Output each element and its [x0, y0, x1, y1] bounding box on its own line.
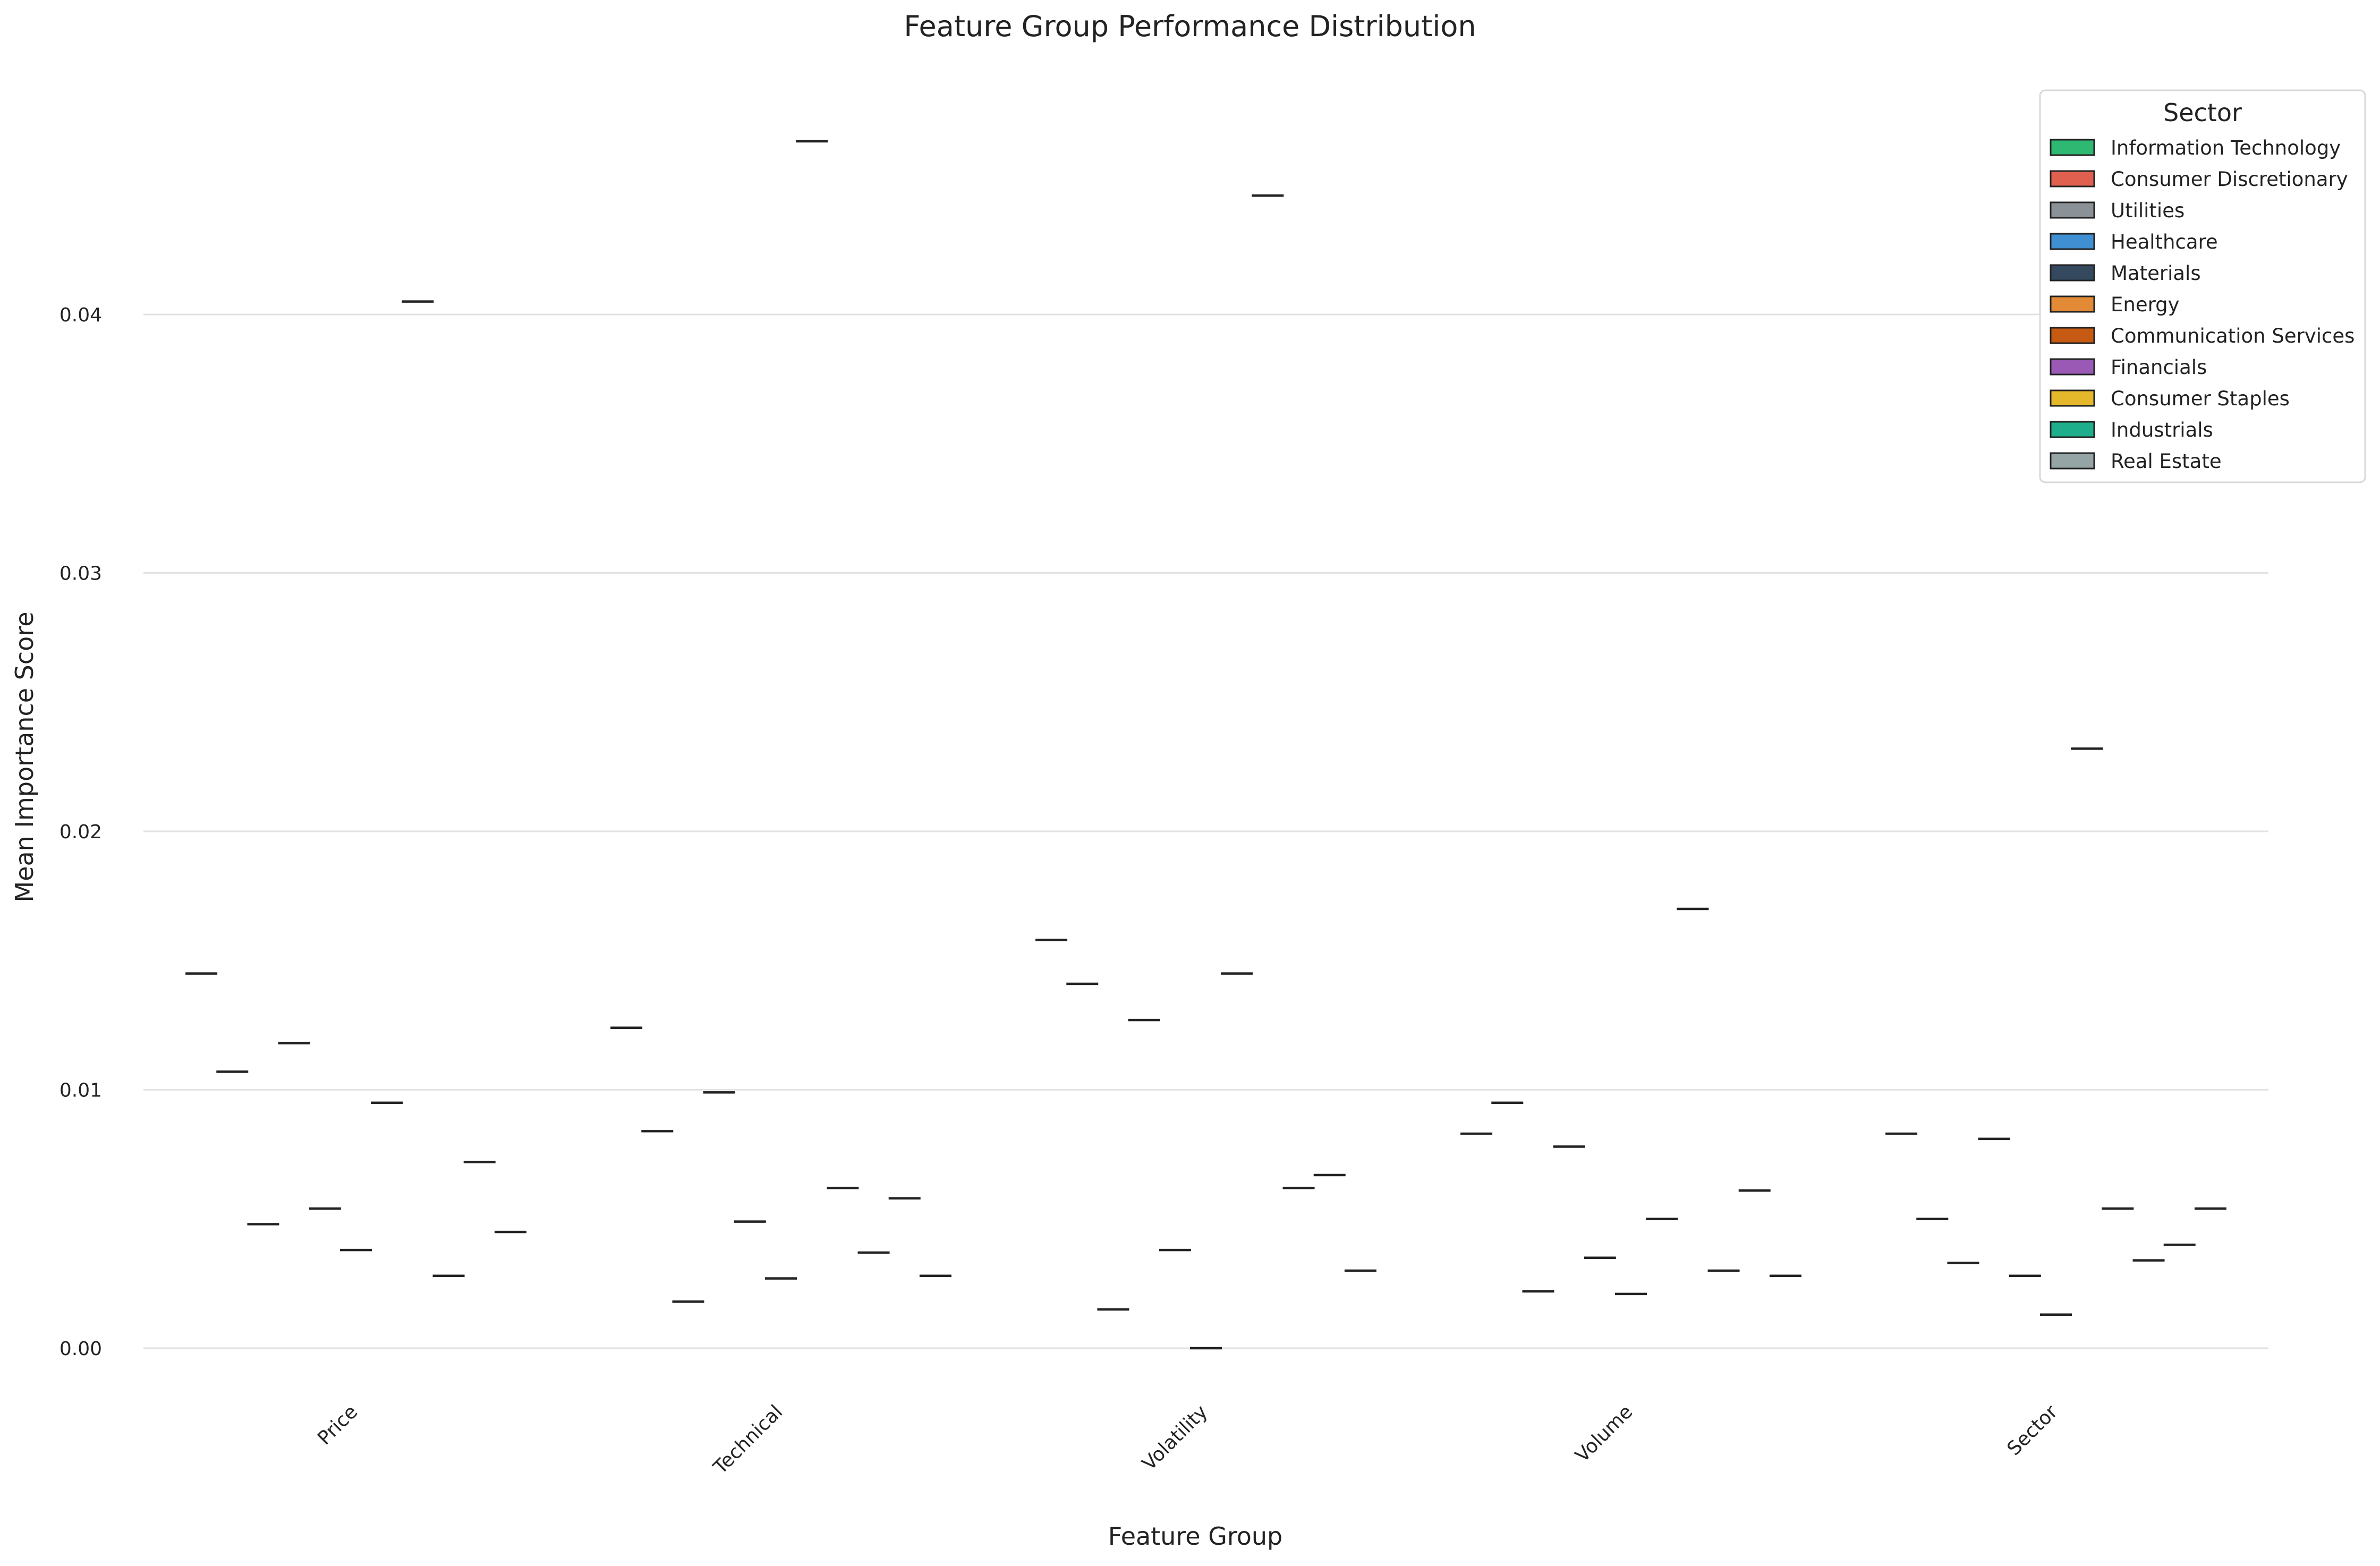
x-tick-label: Volatility — [1138, 1401, 1212, 1475]
y-tick-label: 0.04 — [60, 304, 102, 326]
box-marks — [185, 140, 2226, 1350]
y-axis-label: Mean Importance Score — [10, 611, 39, 902]
legend-label: Energy — [2111, 293, 2180, 316]
x-axis-label: Feature Group — [1108, 1522, 1283, 1551]
gridlines — [143, 313, 2268, 1349]
legend-swatch — [2050, 327, 2095, 344]
y-tick-label: 0.01 — [60, 1080, 102, 1102]
legend-label: Communication Services — [2111, 325, 2354, 347]
legend-label: Healthcare — [2111, 231, 2218, 253]
legend-title: Sector — [2163, 98, 2242, 127]
legend-label: Utilities — [2111, 199, 2184, 222]
legend-swatch — [2050, 233, 2095, 250]
legend-swatch — [2050, 201, 2095, 219]
legend-items: Information Technology Consumer Discretio… — [2050, 137, 2354, 473]
legend-label: Materials — [2111, 262, 2201, 285]
legend-swatch — [2050, 389, 2095, 407]
legend: Sector Information Technology Consumer Di… — [2039, 89, 2366, 483]
x-tick-label: Price — [313, 1401, 362, 1449]
legend-label: Information Technology — [2111, 137, 2341, 159]
y-tick-label: 0.02 — [60, 821, 102, 843]
x-tick-label: Volume — [1571, 1401, 1637, 1467]
legend-label: Industrials — [2111, 419, 2213, 441]
legend-swatch — [2050, 421, 2095, 438]
legend-label: Consumer Staples — [2111, 387, 2290, 410]
legend-swatch — [2050, 139, 2095, 156]
y-tick-label: 0.00 — [60, 1338, 102, 1360]
chart-title: Feature Group Performance Distribution — [904, 10, 1476, 43]
x-tick-label: Sector — [2003, 1401, 2062, 1460]
legend-frame — [2039, 89, 2366, 483]
legend-swatch — [2050, 264, 2095, 282]
legend-swatch — [2050, 452, 2095, 470]
y-tick-labels: 0.00 0.01 0.02 0.03 0.04 — [60, 304, 102, 1360]
x-tick-labels: Price Technical Volatility Volume Sector — [313, 1401, 2062, 1479]
legend-label: Financials — [2111, 356, 2207, 379]
legend-swatch — [2050, 170, 2095, 188]
legend-label: Consumer Discretionary — [2111, 168, 2348, 191]
legend-swatch — [2050, 358, 2095, 376]
x-tick-label: Technical — [709, 1401, 787, 1479]
legend-label: Real Estate — [2111, 450, 2222, 473]
legend-swatch — [2050, 295, 2095, 313]
y-tick-label: 0.03 — [60, 563, 102, 585]
